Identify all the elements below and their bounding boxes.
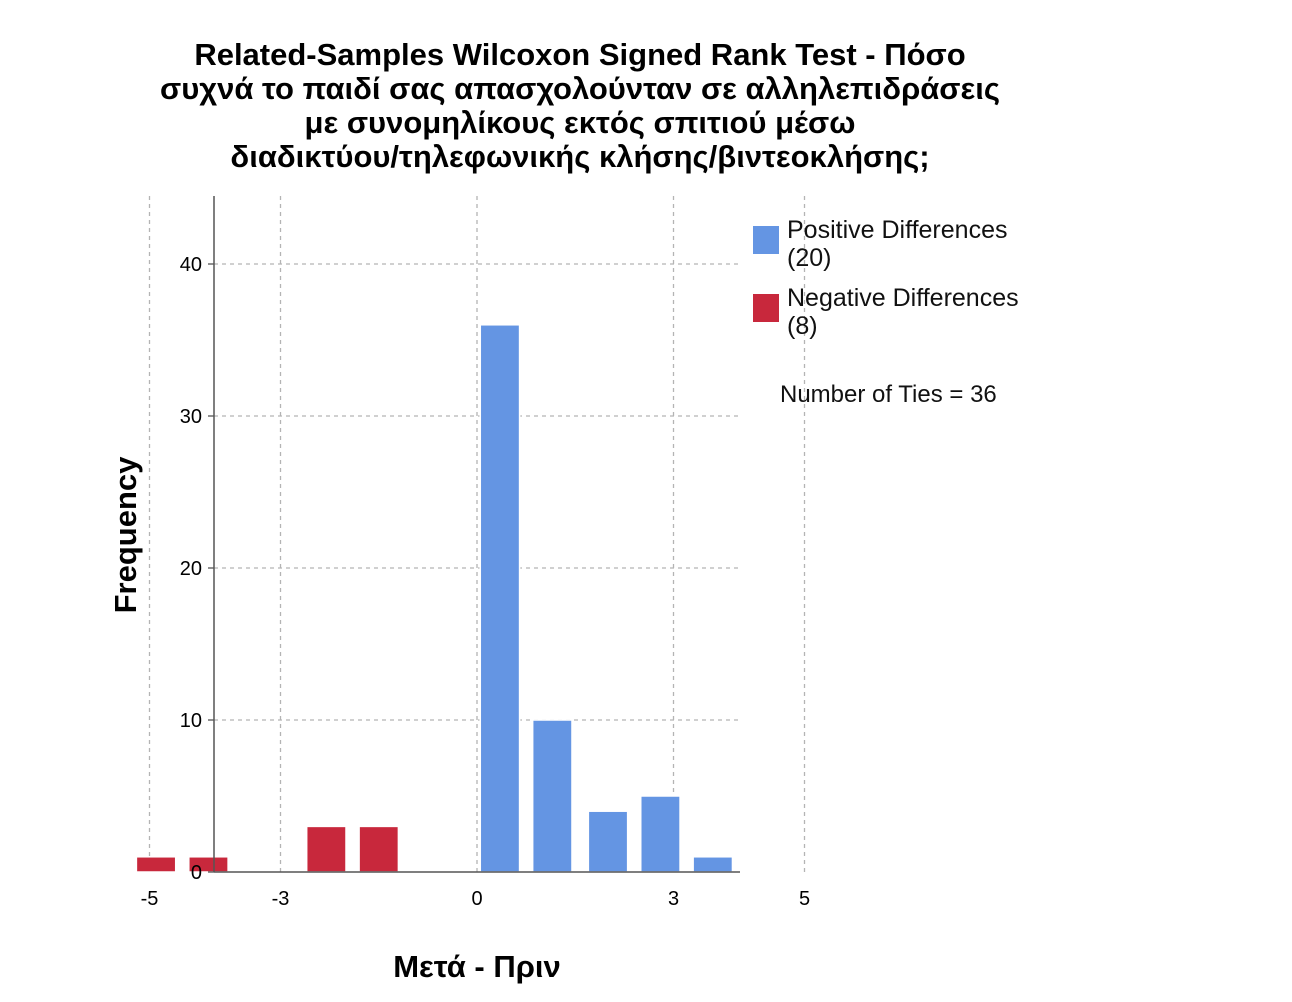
x-tick-label: -5	[141, 888, 159, 910]
legend-count-negative: (8)	[787, 312, 818, 340]
bar-negative	[305, 825, 347, 873]
x-tick-label: -3	[272, 888, 290, 910]
legend-count-positive: (20)	[787, 244, 831, 272]
chart-title: Related-Samples Wilcoxon Signed Rank Tes…	[60, 38, 1100, 174]
legend-label-positive: Positive Differences	[787, 216, 1007, 244]
bar-positive	[692, 856, 734, 873]
bar-positive	[587, 810, 629, 873]
y-tick-labels: 0 10 20 30 40	[180, 254, 202, 884]
x-tick-label: 3	[668, 888, 679, 910]
y-tick-label: 10	[180, 710, 202, 732]
legend: Positive Differences(20) Negative Differe…	[753, 216, 1019, 340]
axes	[208, 196, 740, 873]
bars	[135, 324, 734, 873]
x-tick-label: 0	[471, 888, 482, 910]
grid-lines	[148, 196, 806, 872]
bar-negative	[135, 856, 177, 873]
legend-swatch-negative	[753, 294, 779, 322]
x-tick-label: 5	[799, 888, 810, 910]
ties-annotation: Number of Ties = 36	[780, 381, 997, 408]
bar-positive	[640, 795, 681, 873]
legend-swatch-positive	[753, 226, 779, 254]
chart-title-line: διαδικτύου/τηλεφωνικής κλήσης/βιντεοκλήσ…	[230, 139, 930, 174]
bar-negative	[358, 825, 400, 873]
y-axis-label: Frequency	[108, 456, 143, 614]
bar-positive	[479, 324, 521, 873]
x-tick-labels: -5 -3 0 3 5	[141, 888, 810, 910]
chart-title-line: συχνά το παιδί σας απασχολούνταν σε αλλη…	[160, 71, 1000, 106]
chart-title-line: με συνομηλίκους εκτός σπιτιού μέσω	[304, 105, 856, 140]
legend-label-negative: Negative Differences	[787, 284, 1019, 312]
bar-positive	[531, 719, 573, 873]
y-tick-label: 30	[180, 406, 202, 428]
chart-title-line: Related-Samples Wilcoxon Signed Rank Tes…	[194, 37, 966, 72]
y-tick-label: 40	[180, 254, 202, 276]
y-tick-label: 0	[191, 862, 202, 884]
y-tick-label: 20	[180, 558, 202, 580]
x-axis-label: Μετά - Πριν	[393, 949, 561, 984]
